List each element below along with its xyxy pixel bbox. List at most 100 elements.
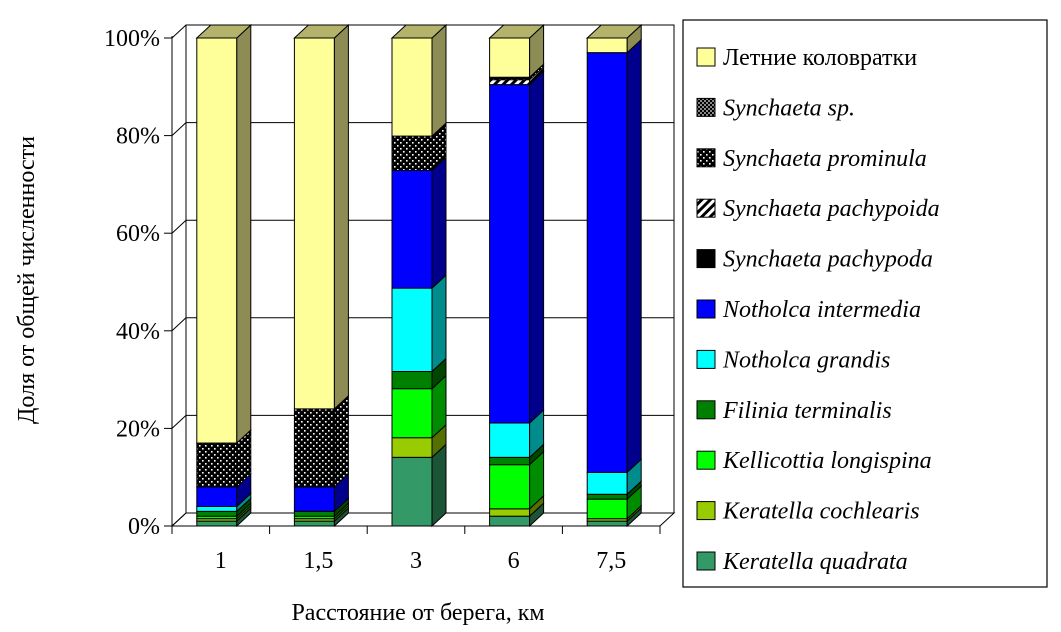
bar-segment — [488, 23, 545, 79]
bar-segment — [391, 374, 447, 439]
bar-segment — [293, 394, 349, 489]
legend-swatch — [696, 47, 716, 67]
legend-item: Летние коловратки — [696, 45, 917, 71]
legend-item: Keratella quadrata — [696, 549, 908, 575]
bar-front — [196, 520, 238, 527]
x-tick-label: 1,5 — [303, 548, 333, 574]
bar-front — [391, 287, 433, 373]
x-tick-label: 3 — [410, 548, 422, 574]
legend-item: Filinia terminalis — [696, 398, 892, 424]
y-tick-label: 60% — [116, 221, 160, 247]
legend-swatch — [696, 148, 716, 168]
bar-segment — [195, 23, 253, 445]
bar-segment — [390, 23, 448, 138]
bar-segment — [586, 38, 642, 474]
bar-front — [391, 388, 433, 439]
legend-label: Notholca intermedia — [722, 297, 921, 323]
legend-label: Synchaeta pachypoida — [723, 196, 940, 222]
legend-box — [682, 19, 1048, 588]
y-axis-label: Доля от общей численности — [14, 136, 40, 424]
bar-segment — [391, 121, 447, 172]
bar-side — [333, 23, 349, 411]
bar-front — [196, 486, 238, 507]
legend-swatch — [696, 551, 716, 571]
y-tick-label: 80% — [116, 124, 160, 150]
legend-label: Keratella cochlearis — [722, 499, 920, 525]
legend-label: Kellicottia longispina — [722, 448, 932, 474]
bar-segment — [293, 472, 349, 513]
bar-top — [585, 24, 643, 39]
bar-front — [489, 37, 531, 78]
legend-swatch — [696, 299, 716, 319]
legend-swatch — [696, 501, 716, 521]
bar-segment — [391, 443, 447, 528]
bar-segment — [391, 156, 447, 290]
bar-side — [333, 394, 349, 489]
legend-item: Synchaeta prominula — [696, 146, 927, 172]
bar-front — [586, 471, 628, 495]
grid-depth-line — [171, 512, 187, 527]
legend-label: Synchaeta pachypoda — [723, 247, 933, 273]
legend-swatch — [696, 198, 716, 218]
bar-front — [489, 508, 531, 517]
bar-side — [431, 443, 447, 528]
bar-front — [489, 84, 531, 424]
bar-front — [586, 37, 628, 54]
grid-depth-line — [171, 415, 187, 429]
bar-front — [489, 456, 531, 466]
bar-segment — [585, 23, 643, 54]
bar-side — [236, 23, 252, 445]
legend-item: Keratella cochlearis — [696, 499, 920, 525]
axes — [164, 36, 661, 534]
x-axis-label: Расстояние от берега, км — [291, 600, 544, 626]
bar-segment — [586, 485, 642, 520]
legend-swatch — [696, 349, 716, 369]
legend-swatch — [696, 400, 716, 420]
x-tick-labels: 1 1,5 3 6 7,5 — [215, 548, 626, 574]
legend-item: Synchaeta pachypoda — [696, 247, 933, 273]
y-tick-label: 0% — [128, 514, 160, 540]
grid-depth-line — [171, 317, 187, 332]
bar-front — [391, 37, 433, 137]
legend-item: Kellicottia longispina — [696, 448, 932, 474]
bar-side — [431, 156, 447, 290]
y-tick-labels: 0% 20% 40% 60% 80% 100% — [104, 26, 160, 540]
legend-item: Synchaeta pachypoida — [696, 196, 940, 222]
bar-front — [293, 510, 335, 517]
bar-side — [529, 70, 545, 425]
bar-front — [586, 52, 628, 473]
bar-segment — [391, 357, 447, 390]
bar-front — [489, 422, 531, 458]
bar-front — [391, 456, 433, 527]
bar-front — [489, 515, 531, 527]
bar-front — [293, 520, 335, 527]
x-tick-label: 7,5 — [596, 548, 626, 574]
y-tick-label: 20% — [116, 416, 160, 442]
bar-top — [195, 24, 253, 39]
bar-top — [293, 24, 350, 39]
legend-swatch — [696, 97, 716, 117]
bar-segment — [293, 23, 350, 411]
grid-depth-line — [171, 24, 187, 39]
legend-label: Synchaeta sp. — [723, 95, 855, 121]
bar-front — [293, 408, 335, 488]
bar-top — [488, 24, 545, 39]
legend-item: Synchaeta sp. — [696, 95, 855, 121]
bars — [195, 23, 643, 528]
legend-swatch — [696, 450, 716, 470]
y-tick-label: 100% — [104, 26, 160, 52]
legend-label: Летние коловратки — [723, 45, 917, 71]
bar-front — [586, 520, 628, 527]
y-tick-label: 40% — [116, 319, 160, 345]
bar-front — [489, 79, 531, 86]
bar-side — [431, 23, 447, 138]
bar-top — [390, 24, 448, 39]
x-tick-label: 6 — [508, 548, 520, 574]
x-tick-label: 1 — [215, 548, 227, 574]
bar-side — [431, 273, 447, 373]
grid-depth-line — [171, 219, 187, 234]
bar-front — [391, 371, 433, 390]
bar-segment — [489, 408, 545, 459]
legend-label: Filinia terminalis — [722, 398, 892, 424]
legend-label: Keratella quadrata — [722, 549, 908, 575]
